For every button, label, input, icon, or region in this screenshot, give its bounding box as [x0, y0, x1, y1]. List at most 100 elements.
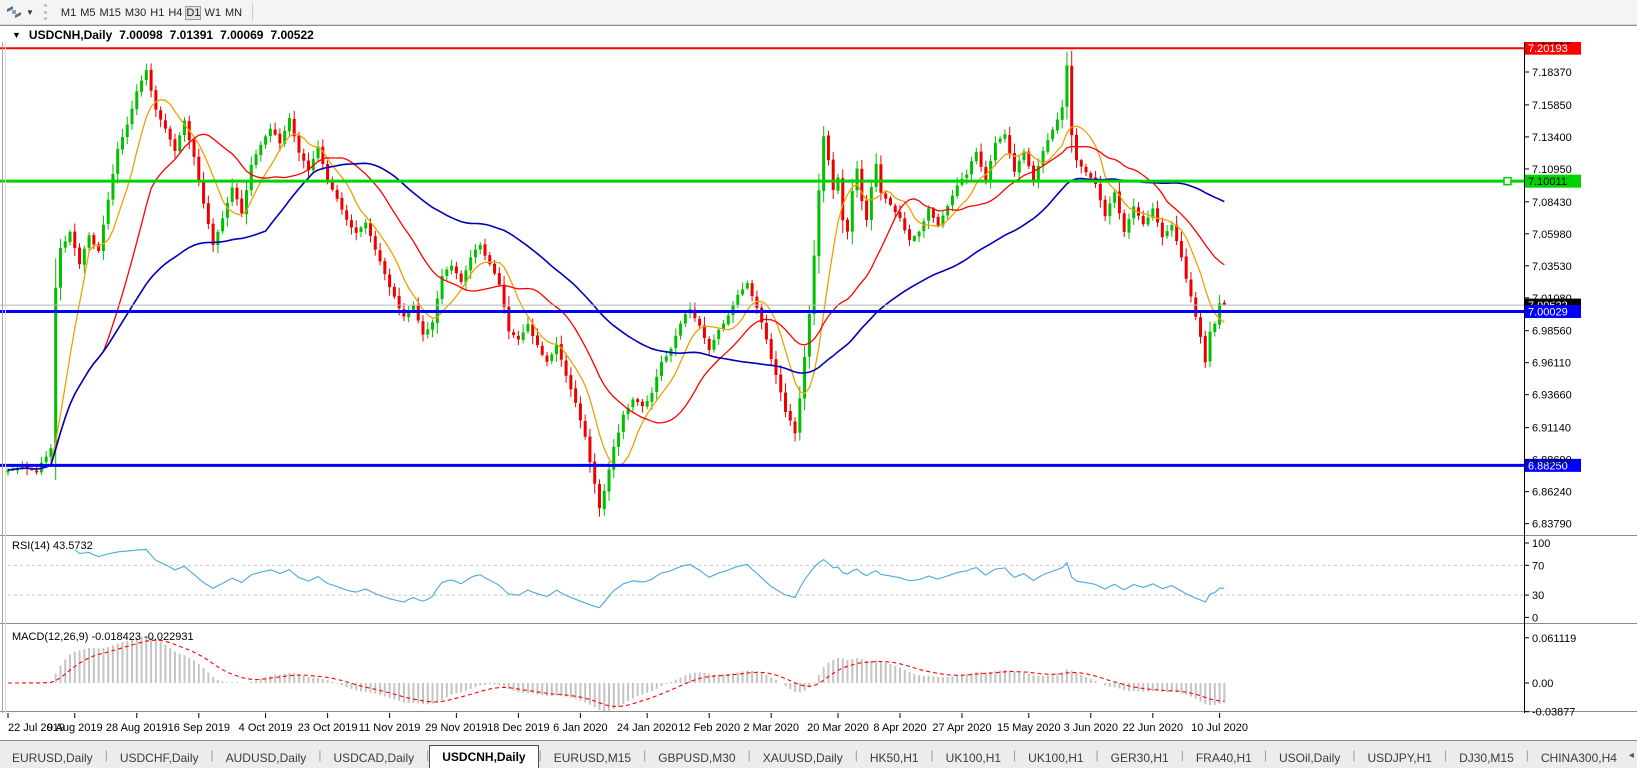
resistance-line-badge-label: 7.20193 — [1528, 43, 1568, 55]
chart-tab-ger30-h1[interactable]: GER30,H1 — [1110, 751, 1169, 765]
chart-area[interactable]: 7.201937.100117.005227.000296.882507.208… — [0, 35, 1637, 740]
rsi-panel: 100 70 30 0 RSI(14) 43.5732 — [8, 538, 1550, 624]
rsi-label: RSI(14) 43.5732 — [12, 540, 93, 552]
price-tick-label: 7.10950 — [1532, 164, 1572, 176]
timeframe-button-d1[interactable]: D1 — [185, 5, 202, 20]
tab-separator: | — [210, 748, 214, 762]
price-tick-label: 6.93660 — [1532, 390, 1572, 402]
toolbar-grip[interactable] — [43, 4, 51, 20]
chart-tab-hk50-h1[interactable]: HK50,H1 — [869, 751, 919, 765]
chart-background — [0, 42, 1637, 740]
price-tick-label: 7.18370 — [1532, 67, 1572, 79]
chart-tab-uk100-h1[interactable]: UK100,H1 — [1028, 751, 1084, 765]
date-tick-label: 8 Apr 2020 — [873, 722, 926, 734]
timeframe-button-m15[interactable]: M15 — [99, 6, 121, 19]
price-axis: 7.20820 7.18370 7.15850 7.13400 7.10950 7.084… — [1524, 35, 1572, 531]
chart-dropdown-icon[interactable]: ▼ — [12, 29, 21, 40]
date-tick-label: 24 Jan 2020 — [617, 722, 678, 734]
timeframe-buttons: M1 M5 M15 M30 H1 H4 D1 W1 MN — [59, 3, 244, 22]
svg-text:70: 70 — [1532, 560, 1544, 572]
price-tick-label: 6.86240 — [1532, 487, 1572, 499]
timeframe-button-h1[interactable]: H1 — [150, 6, 165, 19]
chart-tab-china300-h4[interactable]: CHINA300,H4 — [1540, 751, 1617, 765]
timeframes-toolbar-icon[interactable] — [4, 3, 24, 21]
price-tick-label: 6.91140 — [1532, 423, 1571, 435]
timeframe-button-m1[interactable]: M1 — [60, 6, 77, 19]
tab-separator: | — [1180, 748, 1184, 762]
chart-title-bar[interactable]: ▼ USDCNH,Daily 7.00098 7.01391 7.00069 7… — [0, 25, 1637, 43]
price-tick-label: 7.05980 — [1532, 229, 1572, 241]
chart-tab-gbpusd-m30[interactable]: GBPUSD,M30 — [658, 751, 736, 765]
timeframe-button-mn[interactable]: MN — [224, 6, 243, 19]
chart-tab-usdcnh-daily[interactable]: USDCNH,Daily — [429, 745, 539, 768]
timeframe-toolbar: ▼ M1 M5 M15 M30 H1 H4 D1 W1 MN — [0, 0, 1637, 25]
ohlc-close: 7.00522 — [270, 27, 314, 42]
date-tick-label: 9 Aug 2019 — [47, 722, 103, 734]
date-tick-label: 16 Sep 2019 — [168, 722, 230, 734]
chart-symbol-title: USDCNH,Daily — [28, 27, 113, 42]
mid-resistance-line-badge — [1525, 174, 1581, 188]
price-tick-label: 7.03530 — [1532, 261, 1572, 273]
timeframe-button-m5[interactable]: M5 — [80, 6, 96, 19]
macd-label: MACD(12,26,9) -0.018423 -0.022931 — [12, 631, 194, 643]
chart-tab-eurusd-daily[interactable]: EURUSD,Daily — [12, 751, 93, 765]
date-tick-label: 2 Mar 2020 — [743, 722, 799, 734]
tab-separator: | — [1095, 748, 1099, 762]
tab-separator: | — [426, 748, 430, 762]
price-tick-label: 7.08430 — [1532, 197, 1572, 209]
timeframes-toolbar-icon-glyph — [7, 6, 21, 18]
toolbar-separator — [252, 3, 254, 21]
tab-separator: | — [643, 748, 647, 762]
price-tick-label: 7.13400 — [1532, 132, 1572, 144]
tab-separator: | — [747, 748, 751, 762]
line-handle[interactable] — [1503, 176, 1512, 186]
lower-support-line-badge — [1525, 458, 1581, 472]
date-tick-label: 4 Oct 2019 — [239, 722, 293, 734]
chart-tab-bar: EURUSD,Daily | USDCHF,Daily | AUDUSD,Daily | U… — [0, 740, 1637, 768]
macd-panel: 0.061119 0.00 -0.03877 MACD(12,26,9) -0.018… — [8, 631, 1576, 719]
resistance-line-badge — [1525, 41, 1581, 55]
price-tick-label: 7.15850 — [1532, 100, 1572, 112]
candlestick-chart[interactable]: 7.201937.100117.005227.000296.882507.208… — [0, 35, 1637, 740]
date-tick-label: 6 Jan 2020 — [553, 722, 607, 734]
date-tick-label: 27 Apr 2020 — [932, 722, 991, 734]
date-tick-label: 11 Nov 2019 — [359, 722, 421, 734]
date-tick-label: 28 Aug 2019 — [106, 722, 168, 734]
chart-tab-usdchf-daily[interactable]: USDCHF,Daily — [119, 751, 199, 765]
date-tick-label: 3 Jun 2020 — [1064, 722, 1118, 734]
chart-tab-uk100-h1[interactable]: UK100,H1 — [945, 751, 1002, 765]
date-tick-label: 18 Dec 2019 — [487, 722, 549, 734]
timeframe-button-w1[interactable]: W1 — [204, 6, 221, 19]
date-tick-label: 20 Mar 2020 — [807, 722, 869, 734]
tab-separator: | — [854, 748, 858, 762]
chart-tab-audusd-daily[interactable]: AUDUSD,Daily — [225, 751, 307, 765]
macd-signal-line — [8, 639, 1225, 708]
support-line-badge-label: 7.00029 — [1528, 307, 1568, 319]
date-tick-label: 23 Oct 2019 — [298, 722, 358, 734]
timeframe-button-m30[interactable]: M30 — [124, 6, 147, 19]
tab-scroll-arrows[interactable]: ◂▸ — [1629, 750, 1637, 761]
date-tick-label: 10 Jul 2020 — [1191, 722, 1248, 734]
toolbar-dropdown-caret-icon[interactable]: ▼ — [26, 7, 34, 17]
chart-tab-eurusd-m15[interactable]: EURUSD,M15 — [553, 751, 632, 765]
slow-ma — [7, 162, 1225, 471]
chart-tab-usdcad-daily[interactable]: USDCAD,Daily — [333, 751, 415, 765]
price-tick-label: 7.01080 — [1532, 293, 1572, 305]
chart-tab-dj30-m15[interactable]: DJ30,M15 — [1459, 751, 1514, 765]
price-tick-label: 6.98560 — [1532, 326, 1572, 338]
tab-separator: | — [318, 748, 322, 762]
price-tick-label: 6.88690 — [1532, 455, 1572, 467]
rsi-line — [74, 548, 1225, 609]
chart-tab-fra40-h1[interactable]: FRA40,H1 — [1195, 751, 1252, 765]
date-tick-label: 29 Nov 2019 — [425, 722, 487, 734]
mid-resistance-line-badge-label: 7.10011 — [1528, 176, 1567, 188]
tab-separator: | — [1352, 748, 1356, 762]
svg-text:100: 100 — [1532, 538, 1550, 550]
chart-tab-usdjpy-h1[interactable]: USDJPY,H1 — [1367, 751, 1432, 765]
timeframe-button-h4[interactable]: H4 — [168, 6, 183, 19]
chart-tab-usoil-daily[interactable]: USOil,Daily — [1278, 751, 1341, 765]
chart-tab-xauusd-daily[interactable]: XAUUSD,Daily — [762, 751, 843, 765]
